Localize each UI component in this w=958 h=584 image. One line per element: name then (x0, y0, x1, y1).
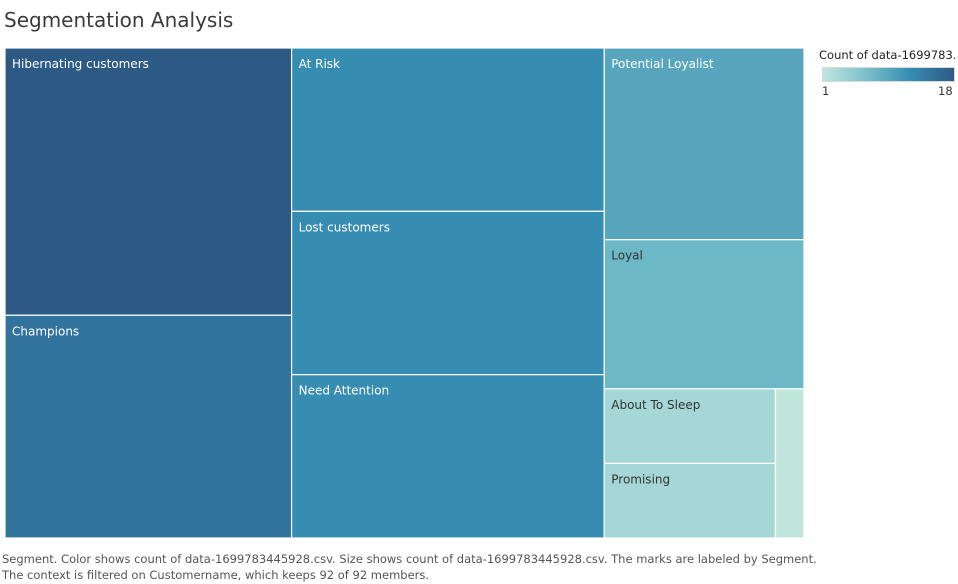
treemap-rect[interactable] (603, 47, 805, 241)
treemap-label: Lost customers (299, 220, 390, 234)
legend-color-ramp (822, 67, 955, 82)
treemap-rect[interactable] (603, 388, 777, 465)
treemap-rect[interactable] (774, 388, 805, 539)
chart-caption: Segment. Color shows count of data-16997… (2, 551, 952, 583)
treemap-cell[interactable]: Champions (4, 314, 293, 539)
treemap-rect[interactable] (4, 47, 293, 316)
caption-line-2: The context is filtered on Customername,… (2, 568, 430, 582)
treemap-label: Promising (611, 472, 670, 486)
treemap-cell[interactable]: Need Attention (290, 374, 605, 539)
treemap-label: At Risk (299, 57, 340, 71)
treemap-cell[interactable]: Promising (603, 462, 777, 539)
treemap-label: Potential Loyalist (611, 57, 714, 71)
treemap-cell[interactable]: Lost customers (290, 210, 605, 376)
treemap-cell[interactable] (774, 388, 805, 539)
caption-line-1: Segment. Color shows count of data-16997… (2, 552, 817, 566)
treemap-cell[interactable]: Loyal (603, 239, 805, 390)
treemap-label: Loyal (611, 249, 643, 263)
treemap-label: Hibernating customers (12, 57, 149, 71)
treemap-label: About To Sleep (611, 398, 700, 412)
chart-title: Segmentation Analysis (4, 8, 234, 32)
treemap-cell[interactable]: About To Sleep (603, 388, 777, 465)
treemap-rect[interactable] (290, 374, 605, 539)
treemap-cell[interactable]: Potential Loyalist (603, 47, 805, 241)
treemap-rect[interactable] (603, 462, 777, 539)
legend-min-label: 1 (822, 84, 830, 98)
treemap-rect[interactable] (290, 47, 605, 212)
legend-title: Count of data-1699783.. (819, 48, 955, 62)
treemap-cell[interactable]: Hibernating customers (4, 47, 293, 316)
treemap-label: Need Attention (299, 384, 390, 398)
treemap-rect[interactable] (290, 210, 605, 376)
treemap-rect[interactable] (4, 314, 293, 539)
treemap-label: Champions (12, 324, 79, 338)
treemap-rect[interactable] (603, 239, 805, 390)
legend-max-label: 18 (938, 84, 953, 98)
treemap-cell[interactable]: At Risk (290, 47, 605, 212)
